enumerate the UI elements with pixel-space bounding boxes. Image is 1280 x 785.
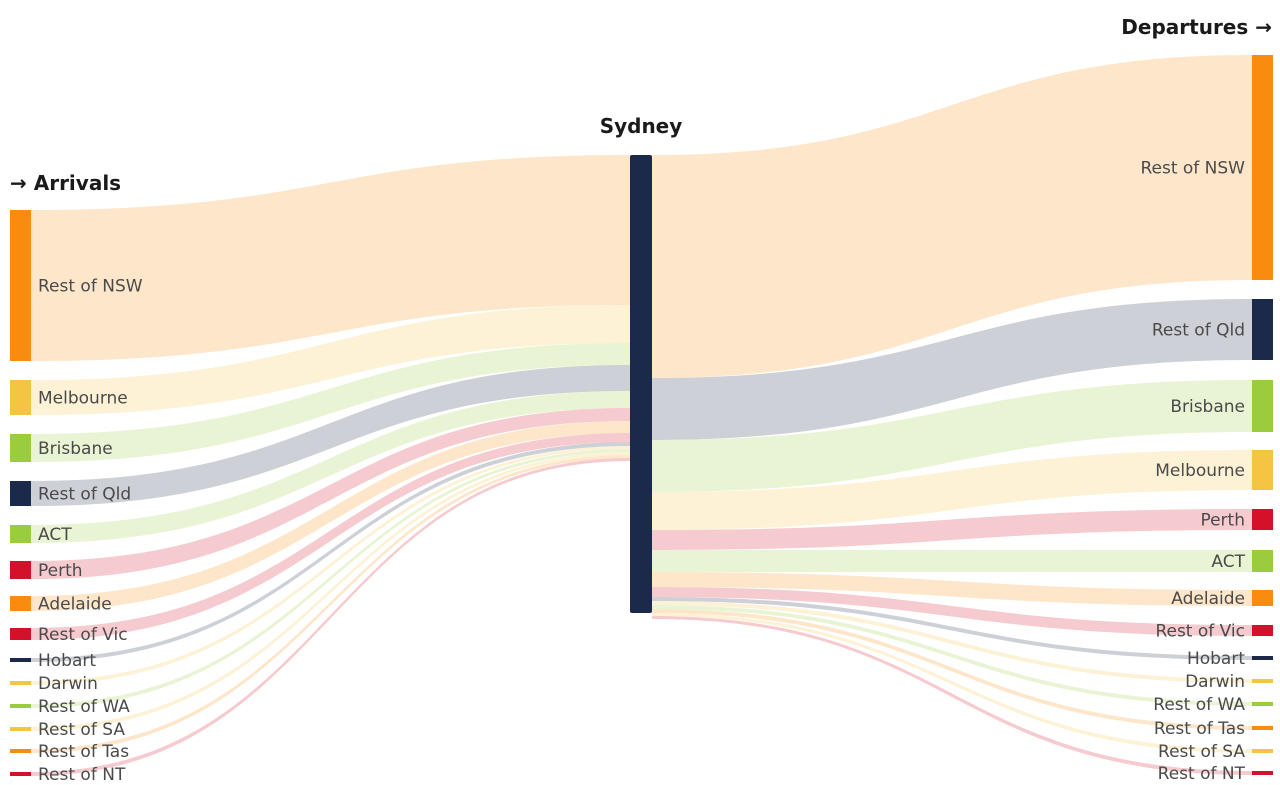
departure-flow-darwin (652, 601, 1252, 683)
departure-node-perth (1252, 509, 1273, 530)
arrival-flow-hobart (31, 442, 630, 662)
departure-label-brisbane: Brisbane (1170, 397, 1245, 417)
departure-label-hobart: Hobart (1187, 649, 1245, 669)
arrival-flow-rest-of-tas (31, 455, 630, 753)
departure-node-rest-of-wa (1252, 702, 1273, 706)
arrival-label-brisbane: Brisbane (38, 439, 113, 459)
arrival-node-melbourne (10, 380, 31, 415)
arrival-label-act: ACT (38, 525, 72, 545)
departure-label-rest-of-vic: Rest of Vic (1155, 622, 1245, 642)
departure-flow-hobart (652, 597, 1252, 660)
departure-label-rest-of-nsw: Rest of NSW (1140, 159, 1245, 179)
hub-header: Sydney (600, 114, 683, 138)
arrival-label-rest-of-wa: Rest of WA (38, 697, 130, 717)
departure-flow-rest-of-qld (652, 299, 1252, 440)
arrival-node-perth (10, 561, 31, 579)
arrival-label-melbourne: Melbourne (38, 389, 128, 409)
arrival-label-darwin: Darwin (38, 674, 98, 694)
departure-flow-brisbane (652, 380, 1252, 492)
arrival-flow-rest-of-sa (31, 452, 630, 731)
departure-flow-rest-of-vic (652, 587, 1252, 636)
arrival-nodes: Rest of NSW Melbourne Brisbane Rest of Qld A… (10, 210, 143, 785)
arrival-node-rest-of-nt (10, 772, 31, 776)
arrival-flow-perth (31, 408, 630, 579)
departure-flow-rest-of-tas (652, 609, 1252, 730)
arrival-node-brisbane (10, 434, 31, 462)
arrival-node-rest-of-tas (10, 749, 31, 753)
departure-node-darwin (1252, 679, 1273, 683)
departure-flow-melbourne (652, 450, 1252, 530)
departure-node-rest-of-tas (1252, 726, 1273, 730)
arrival-flow-brisbane (31, 343, 630, 462)
arrival-node-act (10, 525, 31, 543)
departure-flow-adelaide (652, 572, 1252, 606)
departure-node-adelaide (1252, 590, 1273, 606)
arrival-node-rest-of-sa (10, 727, 31, 731)
departure-node-melbourne (1252, 450, 1273, 490)
departure-flows (652, 55, 1252, 775)
arrival-label-perth: Perth (38, 561, 83, 581)
arrival-label-rest-of-qld: Rest of Qld (38, 485, 131, 505)
arrival-flow-adelaide (31, 421, 630, 611)
departure-label-rest-of-nt: Rest of NT (1158, 764, 1246, 784)
departure-label-melbourne: Melbourne (1155, 461, 1245, 481)
departure-label-rest-of-wa: Rest of WA (1153, 695, 1245, 715)
departure-label-perth: Perth (1200, 511, 1245, 531)
departure-flow-rest-of-nt (652, 616, 1252, 775)
arrival-label-rest-of-nsw: Rest of NSW (38, 277, 143, 297)
arrival-node-rest-of-vic (10, 628, 31, 640)
arrivals-header: → Arrivals (10, 171, 121, 195)
departure-node-rest-of-nt (1252, 771, 1273, 775)
departure-flow-rest-of-wa (652, 605, 1252, 706)
arrival-flow-rest-of-wa (31, 449, 630, 708)
departures-header: Departures → (1121, 15, 1272, 39)
arrival-node-rest-of-wa (10, 704, 31, 708)
arrival-flow-rest-of-vic (31, 433, 630, 640)
departure-label-adelaide: Adelaide (1171, 589, 1245, 609)
departure-flow-act (652, 550, 1252, 572)
departure-label-rest-of-tas: Rest of Tas (1154, 719, 1245, 739)
arrival-label-rest-of-sa: Rest of SA (38, 720, 125, 740)
arrival-flows (31, 155, 630, 776)
departure-flow-rest-of-nsw (652, 55, 1252, 378)
departure-nodes: Rest of NSW Rest of Qld Brisbane Melbourne P… (1140, 55, 1273, 784)
arrival-flow-rest-of-qld (31, 365, 630, 506)
departure-node-rest-of-nsw (1252, 55, 1273, 280)
departure-node-act (1252, 550, 1273, 572)
departure-label-darwin: Darwin (1185, 672, 1245, 692)
arrival-flow-rest-of-nt (31, 458, 630, 776)
sydney-hub-node (630, 155, 652, 613)
departure-node-rest-of-vic (1252, 625, 1273, 636)
arrival-node-darwin (10, 681, 31, 685)
departure-label-rest-of-qld: Rest of Qld (1152, 321, 1245, 341)
departure-flow-rest-of-sa (652, 613, 1252, 753)
arrival-node-rest-of-nsw (10, 210, 31, 361)
departure-node-rest-of-qld (1252, 299, 1273, 360)
departure-label-act: ACT (1211, 552, 1245, 572)
arrival-flow-melbourne (31, 305, 630, 415)
departure-node-rest-of-sa (1252, 749, 1273, 753)
arrival-label-adelaide: Adelaide (38, 595, 112, 615)
arrival-flow-darwin (31, 446, 630, 685)
arrival-label-rest-of-tas: Rest of Tas (38, 742, 129, 762)
departure-node-brisbane (1252, 380, 1273, 432)
departure-label-rest-of-sa: Rest of SA (1158, 742, 1245, 762)
arrival-flow-rest-of-nsw (31, 155, 630, 361)
arrival-label-rest-of-nt: Rest of NT (38, 765, 126, 785)
departure-node-hobart (1252, 656, 1273, 660)
arrival-label-rest-of-vic: Rest of Vic (38, 625, 128, 645)
arrival-node-rest-of-qld (10, 481, 31, 506)
arrival-node-hobart (10, 658, 31, 662)
departure-flow-perth (652, 509, 1252, 550)
arrival-flow-act (31, 391, 630, 543)
arrival-node-adelaide (10, 596, 31, 611)
arrival-label-hobart: Hobart (38, 651, 96, 671)
